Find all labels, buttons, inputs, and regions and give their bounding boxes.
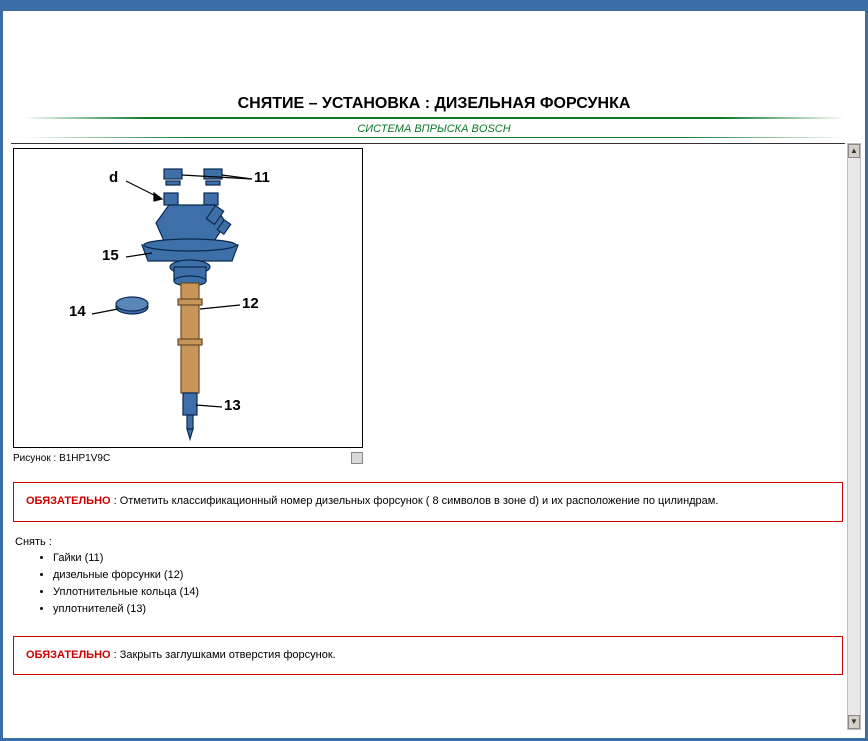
remove-heading: Снять : [15, 536, 845, 548]
label-15: 15 [102, 247, 119, 264]
title-underline [23, 117, 845, 119]
warning-label-1: ОБЯЗАТЕЛЬНО [26, 495, 111, 507]
scroll-down-arrow-icon[interactable]: ▼ [848, 715, 860, 729]
label-12: 12 [242, 295, 259, 312]
warning-label-2: ОБЯЗАТЕЛЬНО [26, 649, 111, 661]
warning-box-1: ОБЯЗАТЕЛЬНО : Отметить классификационный… [13, 482, 843, 522]
content-area: d 11 15 14 12 13 Рисунок : B1HP1V9C ОБЯЗ… [11, 143, 845, 730]
note-icon[interactable] [351, 452, 363, 464]
list-item: уплотнителей (13) [53, 601, 845, 618]
label-14: 14 [69, 303, 86, 320]
figure-caption-prefix: Рисунок : [13, 453, 59, 464]
vertical-scrollbar[interactable]: ▲ ▼ [847, 143, 861, 730]
label-d: d [109, 169, 118, 186]
list-item: дизельные форсунки (12) [53, 567, 845, 584]
warning-box-2: ОБЯЗАТЕЛЬНО : Закрыть заглушками отверст… [13, 636, 843, 676]
subtitle-underline [23, 137, 845, 138]
warning-text-2: : Закрыть заглушками отверстия форсунок. [114, 649, 336, 661]
scroll-up-arrow-icon[interactable]: ▲ [848, 144, 860, 158]
window-frame: СНЯТИЕ – УСТАНОВКА : ДИЗЕЛЬНАЯ ФОРСУНКА … [0, 0, 868, 741]
page-title: СНЯТИЕ – УСТАНОВКА : ДИЗЕЛЬНАЯ ФОРСУНКА [226, 93, 643, 115]
injector-diagram [14, 149, 364, 449]
figure-box: d 11 15 14 12 13 [13, 148, 363, 448]
list-item: Гайки (11) [53, 550, 845, 567]
label-11: 11 [254, 169, 270, 186]
header-block: СНЯТИЕ – УСТАНОВКА : ДИЗЕЛЬНАЯ ФОРСУНКА … [3, 93, 865, 138]
label-13: 13 [224, 397, 241, 414]
remove-list: Гайки (11) дизельные форсунки (12) Уплот… [53, 550, 845, 618]
figure-caption: Рисунок : B1HP1V9C [13, 453, 110, 464]
warning-text-1: : Отметить классификационный номер дизел… [114, 495, 719, 507]
figure-caption-id: B1HP1V9C [59, 453, 110, 464]
page-subtitle: СИСТЕМА ВПРЫСКА BOSCH [3, 123, 865, 135]
list-item: Уплотнительные кольца (14) [53, 584, 845, 601]
titlebar-strip [3, 3, 865, 11]
figure-caption-row: Рисунок : B1HP1V9C [13, 452, 363, 464]
